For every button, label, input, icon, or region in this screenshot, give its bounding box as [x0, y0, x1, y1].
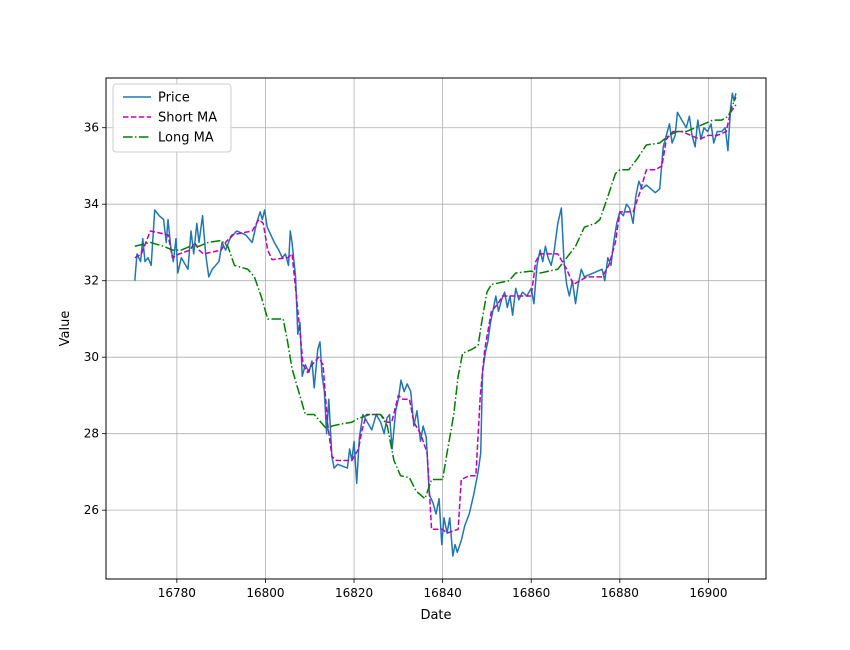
legend-box: [112, 83, 232, 153]
x-axis-label: Date: [420, 608, 451, 623]
legend-label: Price: [158, 91, 190, 106]
series-line-long-ma: [134, 96, 737, 500]
x-tick-label: 16900: [689, 586, 727, 600]
legend-label: Short MA: [158, 111, 217, 126]
legend: Price Short MA Long MA: [112, 83, 232, 153]
x-tick-label: 16800: [246, 586, 284, 600]
x-tick-label: 16780: [158, 586, 196, 600]
series-lines: [134, 92, 737, 557]
plot-frame: [105, 77, 767, 580]
legend-label: Long MA: [158, 131, 214, 146]
y-tick-label: 30: [84, 350, 99, 364]
grid: [106, 78, 766, 579]
axis-ticks: 16780 16800 16820 16840 16860 16880 16900 26 28 3…: [84, 121, 728, 600]
y-tick-label: 28: [84, 427, 99, 441]
y-tick-label: 32: [84, 274, 99, 288]
y-axis-label: Value: [58, 311, 73, 347]
x-tick-label: 16840: [424, 586, 462, 600]
x-tick-label: 16860: [512, 586, 550, 600]
y-tick-label: 36: [84, 121, 99, 135]
x-tick-label: 16880: [601, 586, 639, 600]
y-tick-label: 26: [84, 503, 99, 517]
series-line-short-ma: [134, 104, 737, 534]
x-tick-label: 16820: [335, 586, 373, 600]
y-tick-label: 34: [84, 197, 99, 211]
